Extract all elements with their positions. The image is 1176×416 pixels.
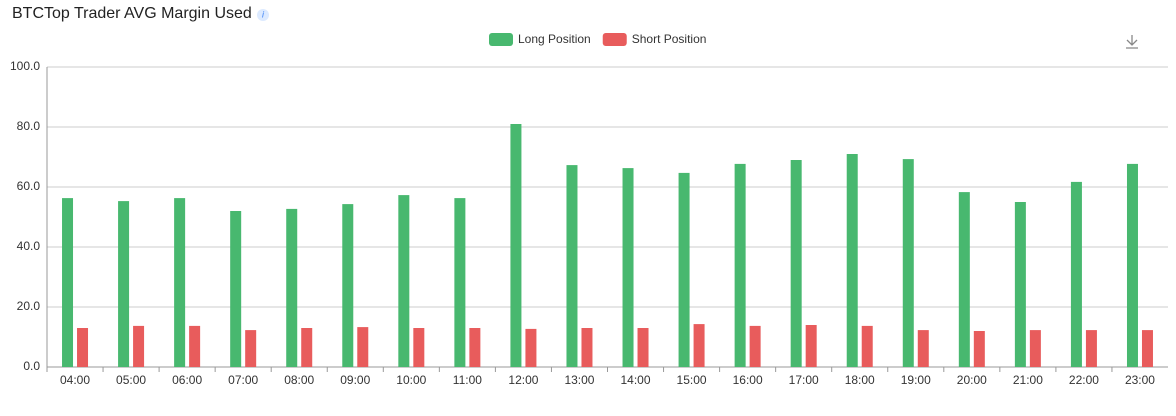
bar xyxy=(734,163,746,367)
x-tick-label: 17:00 xyxy=(789,373,819,387)
bar xyxy=(398,195,410,367)
legend-swatch[interactable] xyxy=(602,33,627,46)
bar xyxy=(566,165,578,367)
bar xyxy=(973,331,985,367)
bar xyxy=(174,198,186,367)
legend-swatch[interactable] xyxy=(489,33,513,46)
y-tick-label: 80.0 xyxy=(17,119,41,133)
info-icon[interactable]: i xyxy=(257,9,269,21)
x-tick-label: 18:00 xyxy=(845,373,875,387)
bar xyxy=(749,325,761,367)
bar xyxy=(245,330,257,367)
bar xyxy=(510,124,522,367)
chart-title: BTCTop Trader AVG Margin Used xyxy=(12,5,252,22)
bar xyxy=(301,328,313,367)
bar xyxy=(917,330,929,367)
bar xyxy=(77,328,89,367)
x-tick-label: 10:00 xyxy=(396,373,426,387)
bar xyxy=(1029,330,1041,367)
bar xyxy=(413,328,425,367)
bar xyxy=(1141,330,1153,367)
bar xyxy=(342,204,354,367)
bar xyxy=(454,198,466,367)
bar xyxy=(637,328,649,367)
bar xyxy=(805,325,817,367)
legend-label[interactable]: Long Position xyxy=(518,32,591,46)
x-tick-label: 16:00 xyxy=(733,373,763,387)
x-tick-label: 15:00 xyxy=(677,373,707,387)
bar xyxy=(1126,163,1138,367)
bar xyxy=(846,154,858,367)
bar xyxy=(62,198,74,367)
y-tick-label: 100.0 xyxy=(10,59,40,73)
x-tick-label: 04:00 xyxy=(60,373,90,387)
x-tick-label: 06:00 xyxy=(172,373,202,387)
svg-text:i: i xyxy=(262,9,265,19)
x-tick-label: 07:00 xyxy=(228,373,258,387)
bar xyxy=(1085,330,1097,367)
x-tick-label: 09:00 xyxy=(340,373,370,387)
bar xyxy=(958,192,970,367)
bar xyxy=(678,172,690,367)
bar xyxy=(189,325,201,367)
x-tick-label: 22:00 xyxy=(1069,373,1099,387)
bar xyxy=(861,325,873,367)
x-tick-label: 19:00 xyxy=(901,373,931,387)
bar xyxy=(790,160,802,367)
bar xyxy=(693,324,705,367)
x-tick-label: 14:00 xyxy=(621,373,651,387)
x-tick-label: 08:00 xyxy=(284,373,314,387)
bar xyxy=(581,328,593,367)
x-tick-label: 13:00 xyxy=(564,373,594,387)
y-tick-label: 0.0 xyxy=(23,359,40,373)
bar xyxy=(118,201,130,367)
x-tick-label: 12:00 xyxy=(508,373,538,387)
x-tick-label: 23:00 xyxy=(1125,373,1155,387)
x-tick-label: 05:00 xyxy=(116,373,146,387)
x-tick-label: 21:00 xyxy=(1013,373,1043,387)
bar xyxy=(1014,202,1026,367)
x-tick-label: 20:00 xyxy=(957,373,987,387)
bar xyxy=(469,328,481,367)
bar xyxy=(133,325,145,367)
bar xyxy=(622,168,634,367)
bar xyxy=(357,327,369,367)
bar xyxy=(286,208,298,367)
y-tick-label: 60.0 xyxy=(17,179,41,193)
bar xyxy=(1070,181,1082,367)
x-tick-label: 11:00 xyxy=(453,373,482,387)
legend-label[interactable]: Short Position xyxy=(632,32,707,46)
bar xyxy=(525,328,537,367)
bar xyxy=(902,159,914,367)
y-tick-label: 40.0 xyxy=(17,239,41,253)
download-icon[interactable] xyxy=(1126,35,1138,49)
y-tick-label: 20.0 xyxy=(17,299,41,313)
bar xyxy=(230,211,242,367)
